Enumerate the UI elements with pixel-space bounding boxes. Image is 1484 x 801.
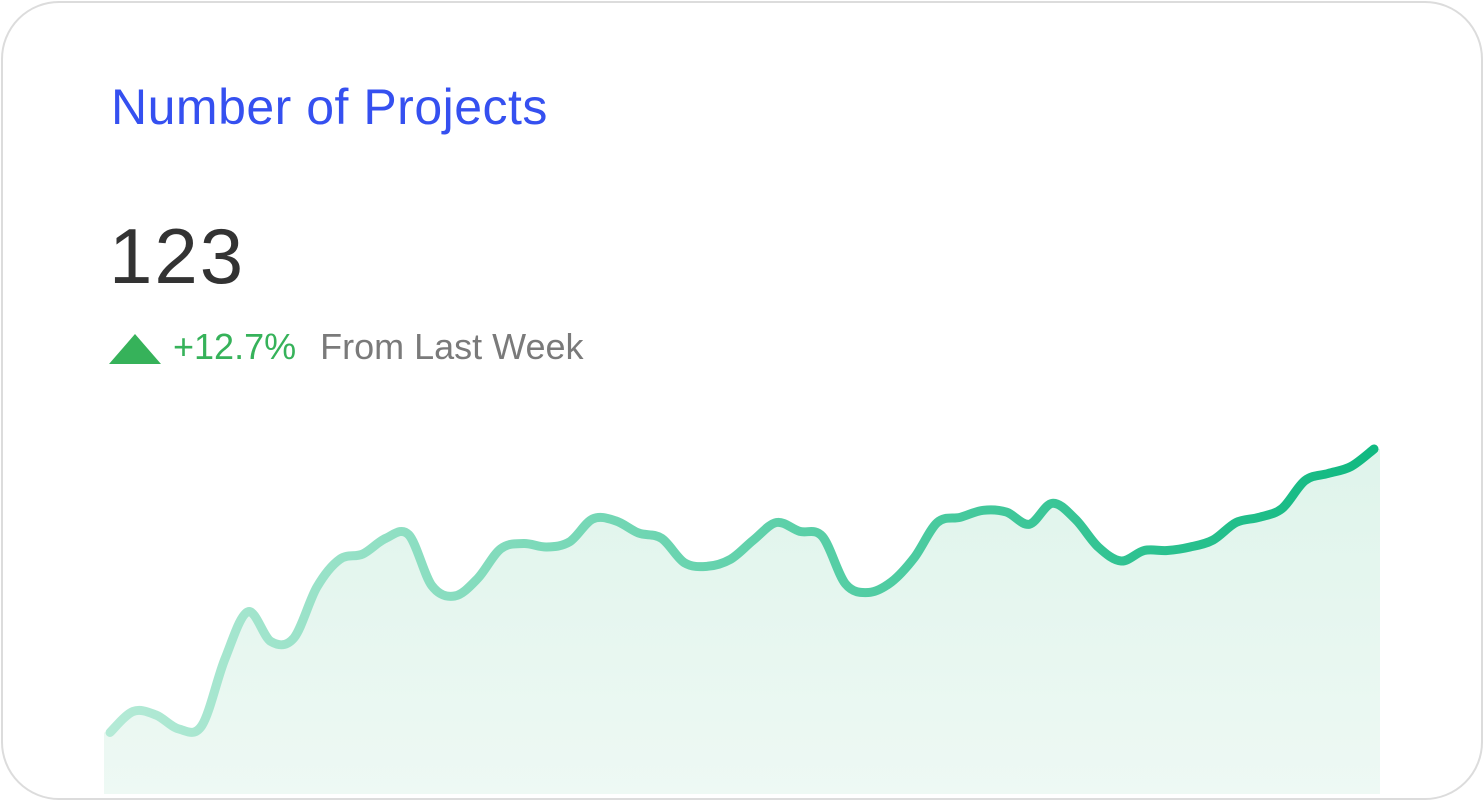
project-count: 123: [109, 212, 246, 300]
trend-point: [243, 607, 252, 616]
change-row: +12.7% From Last Week: [109, 325, 584, 369]
trend-point: [106, 728, 115, 737]
trend-point: [657, 534, 666, 543]
trend-point: [1071, 515, 1080, 524]
trend-point: [129, 707, 138, 716]
trend-point: [1232, 518, 1241, 527]
trend-point: [519, 539, 528, 548]
trend-point: [588, 515, 597, 524]
trend-point: [381, 534, 390, 543]
trend-point: [634, 529, 643, 538]
trend-point: [1186, 543, 1195, 552]
trend-point: [887, 578, 896, 587]
trend-point: [1094, 543, 1103, 552]
trend-point: [864, 588, 873, 597]
trend-point: [1002, 508, 1011, 517]
trend-point: [772, 518, 781, 527]
trend-point: [1255, 513, 1264, 522]
trend-point: [1048, 499, 1057, 508]
trend-point: [542, 543, 551, 552]
trend-point: [910, 553, 919, 562]
change-percent: +12.7%: [173, 326, 297, 367]
trend-point: [1163, 546, 1172, 555]
trend-point: [427, 581, 436, 590]
trend-point: [611, 516, 620, 525]
trend-point: [266, 637, 275, 646]
trend-point: [749, 536, 758, 545]
trend-point: [152, 711, 161, 720]
trend-point: [496, 544, 505, 553]
trend-point: [174, 725, 183, 734]
trend-point: [1301, 476, 1310, 485]
trend-point: [818, 532, 827, 541]
trend-point: [979, 506, 988, 515]
trend-point: [220, 655, 229, 664]
trend-point: [358, 550, 367, 559]
trend-point: [841, 579, 850, 588]
trend-point: [1278, 504, 1287, 513]
trend-point: [1025, 520, 1034, 529]
trend-point: [956, 513, 965, 522]
card-title: Number of Projects: [111, 79, 548, 135]
trend-point: [703, 562, 712, 571]
trend-point: [1117, 557, 1126, 566]
trend-area: [104, 449, 1380, 794]
trend-point: [312, 583, 321, 592]
trend-point: [1370, 445, 1379, 454]
trend-point: [473, 574, 482, 583]
trend-point: [565, 537, 574, 546]
change-label: From Last Week: [320, 326, 584, 367]
triangle-up-icon: [109, 334, 161, 364]
trend-point: [289, 634, 298, 643]
trend-point: [1347, 462, 1356, 471]
trend-point: [1209, 536, 1218, 545]
trend-point: [197, 721, 206, 730]
trend-point: [450, 592, 459, 601]
trend-point: [1140, 546, 1149, 555]
trend-point: [335, 555, 344, 564]
trend-line: [105, 444, 1379, 737]
trend-point: [795, 527, 804, 536]
trend-point: [726, 555, 735, 564]
trend-point: [933, 518, 942, 527]
trend-point: [1324, 469, 1333, 478]
trend-point: [404, 530, 413, 539]
trend-point: [680, 558, 689, 567]
